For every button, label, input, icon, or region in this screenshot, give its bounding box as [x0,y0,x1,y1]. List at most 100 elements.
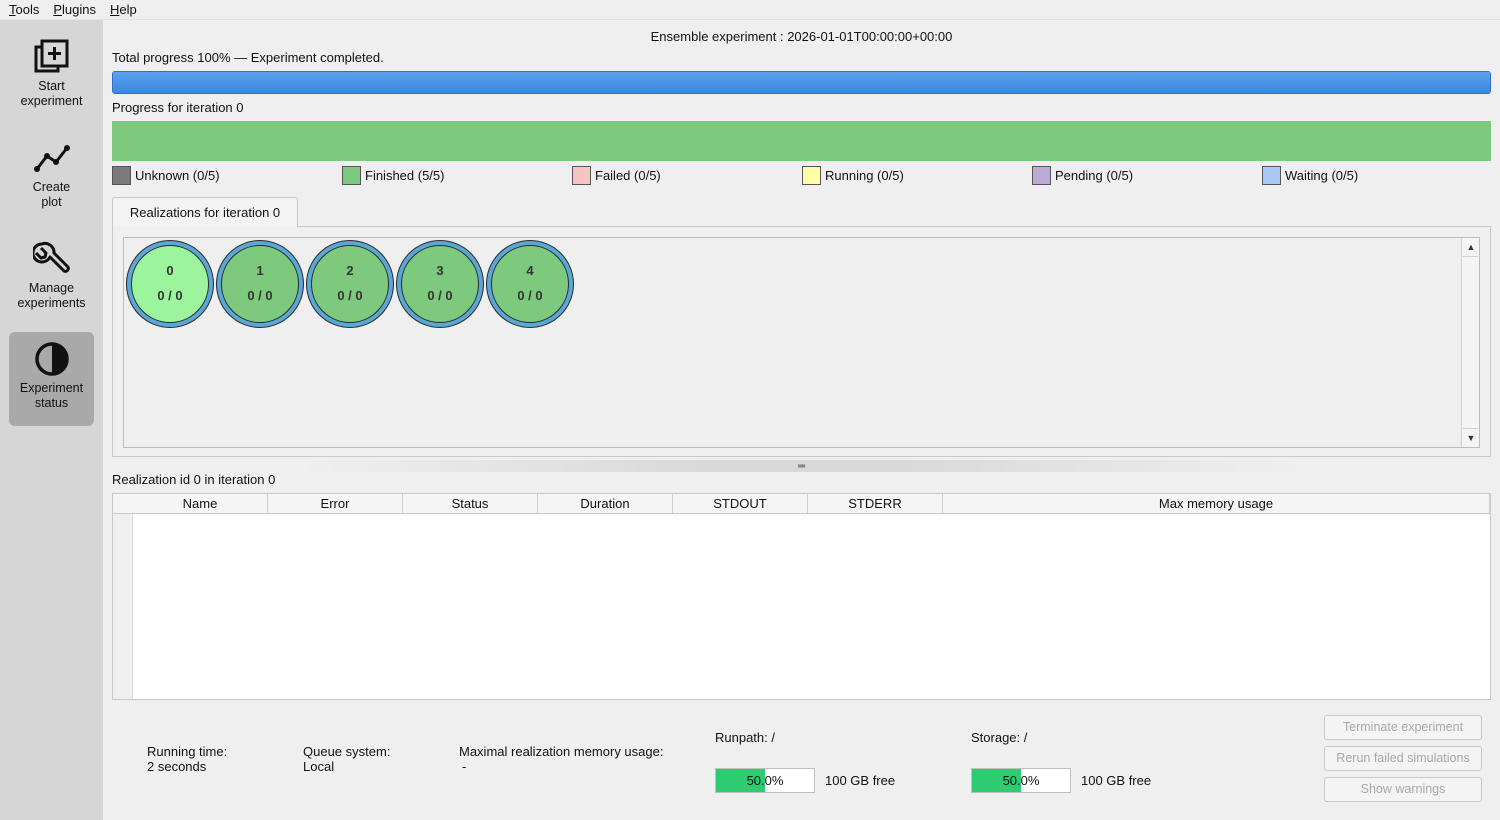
column-header-stdout[interactable]: STDOUT [673,494,808,513]
scroll-track[interactable] [1463,256,1478,429]
running-time-label: Running time: [147,744,228,759]
legend-swatch [1032,166,1051,185]
legend-item: Waiting (0/5) [1262,166,1358,185]
legend-item: Running (0/5) [802,166,904,185]
realization-status-circle: 0 0 / 0 [131,245,209,323]
nav-label-plot: Create plot [32,180,71,209]
storage-free: 100 GB free [1081,773,1152,788]
realization-job-count: 0 / 0 [247,288,273,303]
legend-label: Waiting (0/5) [1285,168,1359,183]
legend-swatch [572,166,591,185]
manage-experiments-button[interactable]: Manage experiments [9,232,94,326]
legend-item: Pending (0/5) [1032,166,1133,185]
runpath-usage-text: 50.0% [746,773,784,788]
add-square-icon [34,39,68,73]
queue-system: Queue system: Local [303,744,390,774]
realization-id: 4 [526,263,534,278]
storage-usage-bar: 50.0% [971,768,1071,793]
queue-system-value: Local [303,759,335,774]
experiment-status-button[interactable]: Experiment status [9,332,94,426]
realization-status-circle: 1 0 / 0 [221,245,299,323]
realization-status-circle: 4 0 / 0 [491,245,569,323]
nav-label-manage: Manage experiments [17,281,86,310]
legend-swatch [802,166,821,185]
nav-label-start: Start experiment [20,79,83,108]
max-memory-label: Maximal realization memory usage: [459,744,664,759]
legend-label: Failed (0/5) [595,168,661,183]
realization-id: 3 [436,263,444,278]
realization-0[interactable]: 0 0 / 0 [126,240,214,328]
row-header-gutter [113,514,133,699]
column-header-error[interactable]: Error [268,494,403,513]
splitter-handle[interactable]: ═ [303,460,1300,472]
nav-label-status: Experiment status [19,381,84,410]
column-header-status[interactable]: Status [403,494,538,513]
storage-label: Storage: / [971,730,1028,745]
menu-plugins[interactable]: Plugins [53,1,96,17]
show-warnings-button[interactable]: Show warnings [1324,777,1482,802]
queue-system-label: Queue system: [303,744,391,759]
table-header: Name Error Status Duration STDOUT STDERR Max m… [113,494,1490,514]
realization-3[interactable]: 3 0 / 0 [396,240,484,328]
main-panel: Ensemble experiment : 2026-01-01T00:00:0… [103,20,1500,820]
experiment-title: Ensemble experiment : 2026-01-01T00:00:0… [650,29,953,44]
tab-realizations[interactable]: Realizations for iteration 0 [112,197,298,227]
legend-swatch [1262,166,1281,185]
wrench-icon [32,242,70,273]
realization-id: 2 [346,263,354,278]
realization-status-circle: 2 0 / 0 [311,245,389,323]
legend-swatch [342,166,361,185]
scroll-down-icon[interactable]: ▼ [1466,433,1476,443]
legend-label: Unknown (0/5) [135,168,220,183]
realizations-scrollbar[interactable]: ▲ ▼ [1461,238,1479,447]
storage-usage-text: 50.0% [1002,773,1040,788]
runpath-free: 100 GB free [825,773,896,788]
max-memory: Maximal realization memory usage: - [459,744,663,774]
column-header-name[interactable]: Name [133,494,268,513]
legend-label: Finished (5/5) [365,168,445,183]
iteration-segment-finished [112,121,1491,161]
runpath-usage-bar: 50.0% [715,768,815,793]
terminate-experiment-button[interactable]: Terminate experiment [1324,715,1482,740]
menu-tools[interactable]: Tools [9,1,40,17]
realization-id: 0 [166,263,174,278]
job-table: Name Error Status Duration STDOUT STDERR Max m… [112,493,1491,700]
realization-detail-label: Realization id 0 in iteration 0 [112,472,276,487]
realization-job-count: 0 / 0 [157,288,183,303]
iteration-progress-bar [112,121,1491,161]
realization-job-count: 0 / 0 [517,288,543,303]
column-header-stderr[interactable]: STDERR [808,494,943,513]
column-header-max-memory-usage[interactable]: Max memory usage [943,494,1490,513]
realization-1[interactable]: 1 0 / 0 [216,240,304,328]
line-chart-icon [33,145,70,172]
storage-usage-fill [972,769,1021,792]
half-circle-icon [34,342,69,376]
total-progress-fill [113,72,1490,93]
realizations-pane: ▲ ▼ 0 0 / 0 1 0 / 0 2 0 / 0 3 0 / 0 4 0 / 0 [112,226,1491,457]
total-progress-bar [112,71,1491,94]
scroll-up-icon[interactable]: ▲ [1466,242,1476,252]
realization-4[interactable]: 4 0 / 0 [486,240,574,328]
realization-2[interactable]: 2 0 / 0 [306,240,394,328]
realization-id: 1 [256,263,264,278]
rerun-failed-button[interactable]: Rerun failed simulations [1324,746,1482,771]
menu-help[interactable]: Help [110,1,137,17]
realization-status-circle: 3 0 / 0 [401,245,479,323]
runpath-usage-fill [716,769,765,792]
sidebar: Start experiment Create plot Manage expe… [0,20,103,820]
legend-item: Failed (0/5) [572,166,661,185]
column-header-duration[interactable]: Duration [538,494,673,513]
running-time-value: 2 seconds [147,759,207,774]
iteration-progress-label: Progress for iteration 0 [112,100,244,115]
start-experiment-button[interactable]: Start experiment [9,30,94,124]
legend-item: Finished (5/5) [342,166,444,185]
legend-label: Pending (0/5) [1055,168,1134,183]
realization-job-count: 0 / 0 [427,288,453,303]
running-time: Running time: 2 seconds [147,744,227,774]
legend-label: Running (0/5) [825,168,904,183]
menubar: Tools Plugins Help [0,0,1500,20]
create-plot-button[interactable]: Create plot [9,131,94,225]
splitter-grip-icon: ═ [797,460,806,472]
total-progress-label: Total progress 100% — Experiment complet… [112,50,384,65]
